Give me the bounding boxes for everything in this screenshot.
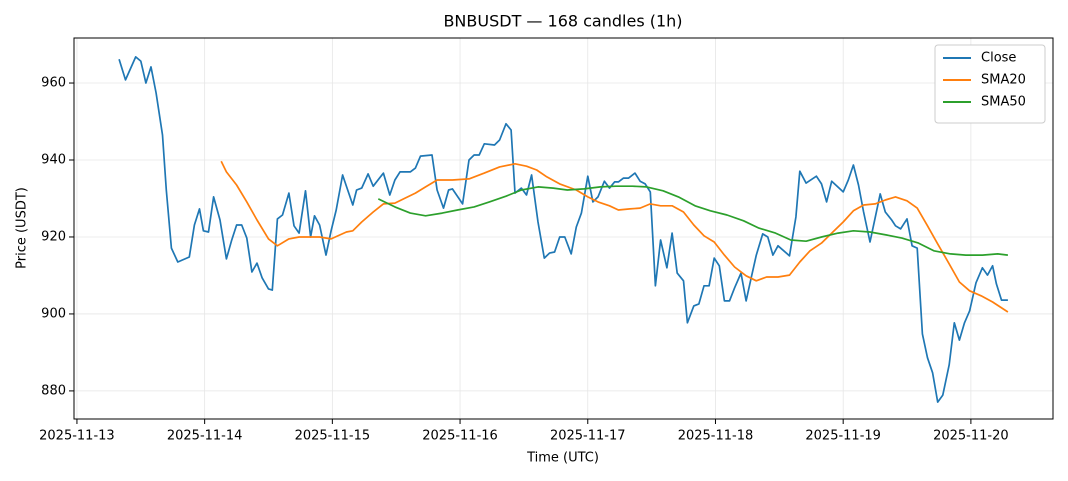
y-tick-label: 940 (41, 152, 66, 167)
plot-frame (73, 37, 1054, 420)
series-line (118, 56, 1008, 403)
x-tick-label: 2025-11-17 (550, 429, 626, 444)
legend-label: Close (981, 51, 1016, 66)
chart-title: BNBUSDT — 168 candles (1h) (443, 12, 682, 31)
y-axis-label: Price (USDT) (15, 187, 30, 269)
legend-label: SMA20 (981, 73, 1026, 88)
y-tick-label: 920 (41, 229, 66, 244)
y-tick-label: 960 (41, 76, 66, 91)
x-tick-label: 2025-11-19 (805, 429, 881, 444)
series-line (377, 185, 1008, 256)
x-tick-label: 2025-11-15 (295, 429, 371, 444)
x-tick-label: 2025-11-18 (678, 429, 754, 444)
x-tick-label: 2025-11-13 (39, 429, 115, 444)
legend-label: SMA50 (981, 95, 1026, 110)
y-tick-label: 900 (41, 306, 66, 321)
y-tick-label: 880 (41, 383, 66, 398)
legend-box (934, 44, 1046, 124)
x-tick-label: 2025-11-16 (422, 429, 498, 444)
series-line (220, 160, 1009, 313)
x-axis-label: Time (UTC) (526, 451, 599, 466)
x-tick-label: 2025-11-14 (167, 429, 243, 444)
x-tick-label: 2025-11-20 (933, 429, 1009, 444)
